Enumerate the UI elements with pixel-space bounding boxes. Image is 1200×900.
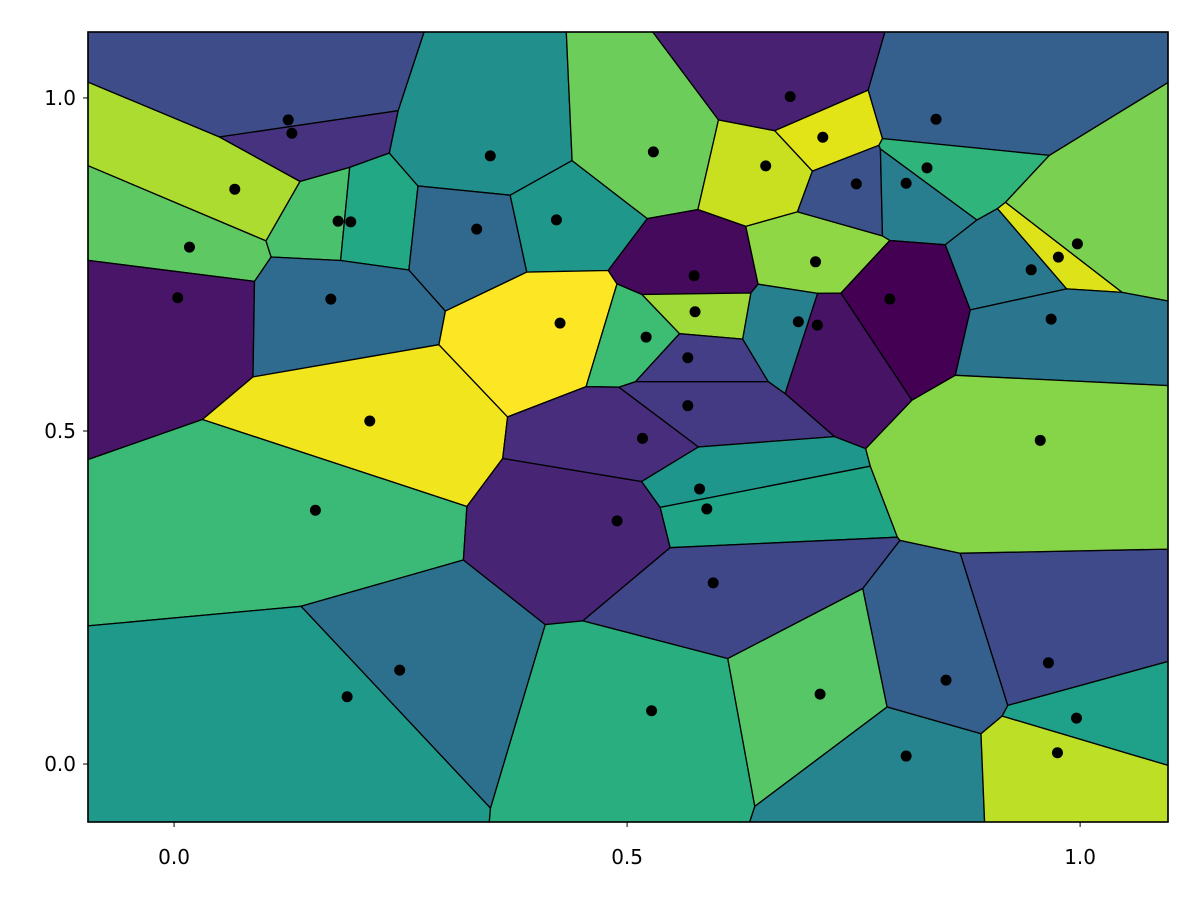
- site-point: [640, 331, 652, 343]
- site-point: [930, 113, 942, 125]
- site-point: [810, 256, 822, 268]
- x-tick-label: 0.0: [158, 845, 190, 869]
- site-point: [850, 178, 862, 190]
- x-axis: 0.0 0.5 1.0: [158, 822, 1096, 869]
- site-point: [921, 162, 933, 174]
- site-point: [172, 292, 184, 304]
- site-point: [636, 432, 648, 444]
- plot-frame: [87, 31, 1169, 823]
- site-point: [286, 127, 298, 139]
- site-point: [611, 515, 623, 527]
- site-point: [183, 241, 195, 253]
- site-point: [394, 664, 406, 676]
- site-point: [1071, 238, 1083, 250]
- y-tick-label: 0.5: [44, 419, 76, 443]
- site-point: [1052, 251, 1064, 263]
- site-point: [341, 691, 353, 703]
- y-tick-label: 1.0: [44, 86, 76, 110]
- site-point: [760, 160, 772, 172]
- site-point: [792, 316, 804, 328]
- site-point: [647, 146, 659, 158]
- site-point: [229, 183, 241, 195]
- x-tick-label: 0.5: [611, 845, 643, 869]
- site-point: [345, 216, 357, 228]
- voronoi-cells: [87, 31, 1169, 823]
- site-point: [282, 114, 294, 126]
- site-point: [309, 504, 321, 516]
- site-point: [707, 577, 719, 589]
- site-point: [550, 214, 562, 226]
- site-point: [484, 150, 496, 162]
- site-point: [784, 91, 796, 103]
- site-points: [172, 91, 1083, 762]
- site-point: [682, 400, 694, 412]
- site-point: [1051, 747, 1063, 759]
- site-point: [1070, 712, 1082, 724]
- site-point: [682, 352, 694, 364]
- site-point: [325, 293, 337, 305]
- site-point: [646, 705, 658, 717]
- site-point: [471, 223, 483, 235]
- y-tick-label: 0.0: [44, 752, 76, 776]
- site-point: [900, 177, 912, 189]
- site-point: [884, 293, 896, 305]
- site-point: [689, 306, 701, 318]
- site-point: [1034, 434, 1046, 446]
- site-point: [1045, 313, 1057, 325]
- site-point: [688, 270, 700, 282]
- site-point: [811, 319, 823, 331]
- site-point: [694, 483, 706, 495]
- site-point: [1042, 657, 1054, 669]
- voronoi-cell: [388, 31, 573, 196]
- site-point: [940, 674, 952, 686]
- y-axis: 0.0 0.5 1.0: [44, 86, 88, 776]
- site-point: [364, 415, 376, 427]
- site-point: [900, 750, 912, 762]
- site-point: [1025, 264, 1037, 276]
- site-point: [701, 503, 713, 515]
- site-point: [817, 131, 829, 143]
- site-point: [332, 215, 344, 227]
- site-point: [814, 688, 826, 700]
- voronoi-cell: [864, 374, 1169, 554]
- site-point: [554, 317, 566, 329]
- x-tick-label: 1.0: [1064, 845, 1096, 869]
